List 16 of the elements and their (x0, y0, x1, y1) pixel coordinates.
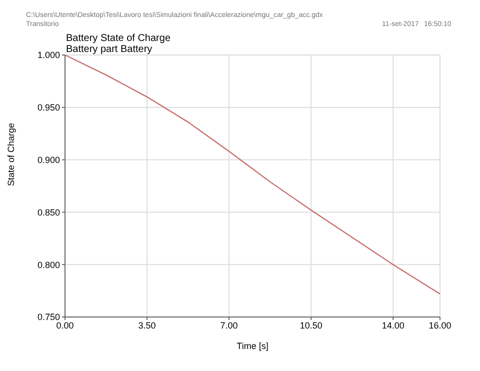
y-tick-label: 0.950 (37, 102, 60, 113)
x-tick-label: 0.00 (56, 320, 74, 330)
x-tick-label: 3.50 (138, 320, 156, 330)
chart-title: Battery State of Charge (66, 33, 171, 44)
y-tick-label: 0.800 (37, 260, 60, 270)
x-tick-label: 16.00 (428, 320, 452, 330)
x-tick-label: 10.50 (300, 320, 322, 330)
x-axis-title: Time [s] (236, 341, 268, 351)
y-tick-label: 1.000 (37, 50, 60, 60)
x-tick-label: 7.00 (220, 320, 238, 330)
x-tick-label: 14.00 (382, 320, 404, 330)
y-tick-label: 0.850 (37, 207, 60, 218)
y-tick-label: 0.900 (37, 154, 60, 165)
y-tick-label: 0.750 (37, 312, 60, 322)
y-axis-title: State of Charge (6, 122, 16, 186)
chart-subtitle: Battery part Battery (66, 44, 152, 55)
